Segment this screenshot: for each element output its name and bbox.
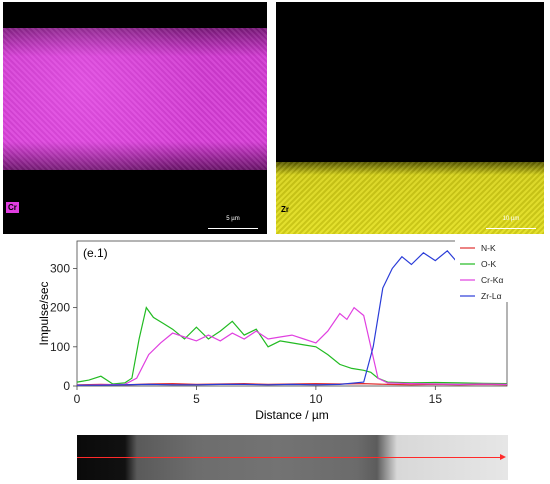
y-axis-label: Impulse/sec xyxy=(37,281,51,345)
legend-box xyxy=(455,240,535,302)
sem-cross-section-image xyxy=(77,435,508,480)
x-tick-label: 15 xyxy=(429,392,443,406)
scan-direction-arrow-icon xyxy=(500,454,506,460)
zr-element-map: Zr 10 µm xyxy=(276,2,544,234)
zr-map-label: Zr xyxy=(281,205,289,214)
scan-line xyxy=(77,457,501,458)
y-tick-label: 100 xyxy=(50,340,70,354)
plot-frame xyxy=(76,240,508,387)
legend: N-K O-K Cr-Kα Zr-Lα xyxy=(455,240,535,302)
y-tick-label: 300 xyxy=(50,261,70,275)
cr-map-label: Cr xyxy=(6,202,19,213)
x-axis-label: Distance / µm xyxy=(255,408,329,422)
plot-area: 0 5 10 15 0 100 200 300 xyxy=(50,240,508,406)
cr-map-scale-label: 5 µm xyxy=(226,216,240,222)
zr-map-scale-label: 10 µm xyxy=(502,216,520,222)
panel-label: (e.1) xyxy=(83,246,108,260)
series-line-ok xyxy=(76,306,508,385)
y-tick-label: 0 xyxy=(63,379,70,393)
zr-map-scale-bar: 10 µm xyxy=(486,216,536,229)
legend-label: Zr-Lα xyxy=(481,291,502,301)
y-tick-label: 200 xyxy=(50,301,70,315)
x-tick-label: 0 xyxy=(74,392,81,406)
legend-label: O-K xyxy=(481,259,496,269)
series-line-zrl xyxy=(77,249,508,386)
series-line-crk xyxy=(76,306,508,386)
x-tick-label: 10 xyxy=(309,392,323,406)
zr-substrate-layer xyxy=(276,162,544,234)
line-scan-chart: 0 5 10 15 0 100 200 300 (e.1) Distance / µm Imp… xyxy=(37,240,535,422)
legend-label: Cr-Kα xyxy=(481,275,503,285)
cr-coating-layer xyxy=(3,28,267,170)
x-tick-label: 5 xyxy=(193,392,200,406)
cr-element-map: Cr 5 µm xyxy=(3,2,267,234)
cr-map-scale-bar: 5 µm xyxy=(208,216,258,229)
legend-label: N-K xyxy=(481,243,496,253)
